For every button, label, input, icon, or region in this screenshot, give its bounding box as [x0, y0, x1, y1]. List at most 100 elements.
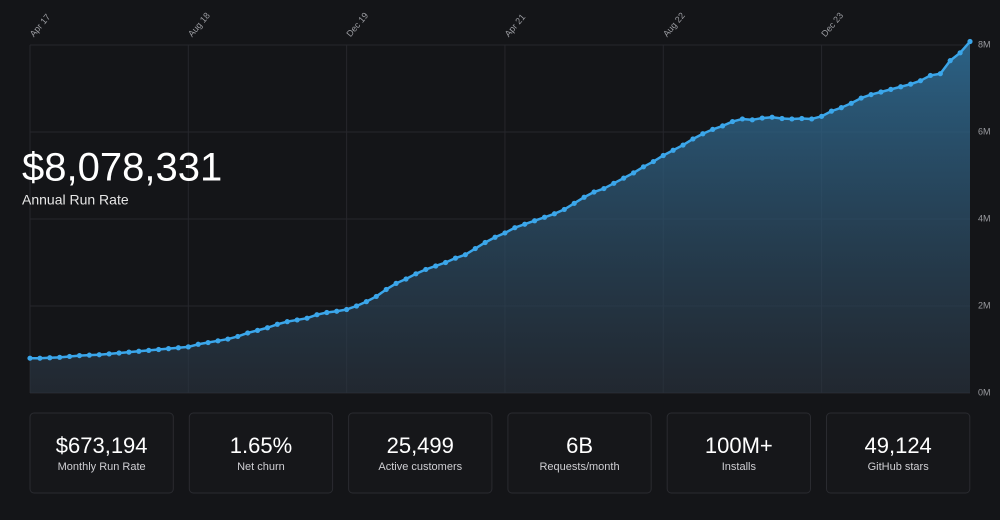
point	[304, 315, 310, 321]
stat-value: 25,499	[387, 433, 454, 458]
point	[571, 200, 577, 206]
point	[908, 81, 914, 87]
point	[680, 142, 686, 148]
point	[858, 95, 864, 101]
point	[927, 72, 934, 79]
point	[561, 206, 567, 213]
point	[581, 194, 587, 200]
point	[27, 355, 33, 361]
point	[878, 89, 884, 95]
point	[344, 306, 350, 313]
point	[324, 309, 330, 316]
stat-card	[29, 412, 174, 494]
point	[601, 185, 607, 192]
point	[452, 255, 459, 261]
point	[433, 263, 439, 269]
point	[898, 84, 904, 90]
y-tick-label: 8M	[978, 39, 991, 49]
point	[650, 158, 656, 165]
point	[888, 86, 894, 92]
point	[264, 325, 271, 331]
y-tick-label: 4M	[978, 213, 991, 223]
stat-label: Monthly Run Rate	[58, 461, 146, 473]
point	[700, 131, 706, 137]
stat-label: Active customers	[378, 461, 462, 473]
stat-value: 49,124	[865, 433, 932, 458]
stat-value: 100M+	[705, 433, 773, 458]
stat-cards: $673,194 Monthly Run Rate 1.65% Net churn 25…	[29, 412, 971, 494]
point	[729, 118, 736, 125]
area	[30, 41, 970, 394]
point	[739, 116, 746, 122]
stat-label: Net churn	[237, 461, 285, 473]
y-tick-label: 6M	[978, 126, 991, 136]
point	[383, 286, 389, 293]
point	[205, 339, 211, 346]
point	[799, 115, 805, 122]
point	[403, 276, 409, 282]
point	[828, 108, 835, 114]
point	[591, 189, 597, 195]
point	[749, 117, 755, 123]
point	[294, 317, 300, 323]
point	[838, 105, 844, 111]
point	[165, 346, 172, 352]
point	[116, 350, 122, 356]
point	[492, 234, 498, 240]
point	[76, 352, 83, 359]
point	[779, 115, 785, 122]
stat-card	[348, 412, 493, 494]
point	[848, 100, 854, 106]
point	[917, 78, 924, 84]
point	[66, 353, 73, 360]
stat-label: Requests/month	[539, 461, 619, 473]
point	[334, 308, 340, 314]
point	[611, 180, 617, 186]
stat-value: $673,194	[56, 433, 148, 458]
point	[710, 126, 716, 132]
point	[284, 319, 290, 325]
point	[146, 347, 152, 353]
point	[413, 271, 419, 277]
point	[274, 321, 280, 327]
point	[502, 230, 508, 236]
point	[690, 136, 696, 142]
point	[769, 114, 775, 120]
stat-label: GitHub stars	[868, 461, 930, 473]
point	[195, 341, 201, 347]
point	[106, 351, 112, 357]
point	[541, 214, 548, 220]
point	[640, 164, 647, 170]
point	[512, 225, 518, 231]
point	[136, 348, 142, 354]
y-tick-label: 2M	[978, 300, 991, 310]
point	[423, 266, 429, 273]
point	[522, 221, 528, 227]
point	[235, 333, 241, 340]
headline-value: $8,078,331	[22, 146, 222, 190]
point	[670, 147, 676, 153]
y-tick-label: 0M	[978, 387, 991, 397]
point	[185, 344, 191, 350]
point	[660, 152, 666, 159]
stat-label: Installs	[722, 461, 757, 473]
point	[759, 115, 765, 121]
point	[818, 113, 825, 119]
point	[353, 303, 360, 309]
point	[57, 354, 63, 360]
stat-value: 1.65%	[230, 433, 292, 458]
point	[621, 175, 627, 181]
point	[37, 355, 43, 361]
point	[809, 116, 815, 122]
point	[393, 280, 399, 286]
point	[314, 312, 320, 318]
point	[363, 299, 370, 305]
stat-value: 6B	[566, 433, 593, 458]
headline-label: Annual Run Rate	[22, 192, 129, 208]
point	[720, 123, 726, 129]
point	[175, 345, 182, 351]
stat-card	[188, 412, 334, 494]
point	[462, 252, 468, 258]
